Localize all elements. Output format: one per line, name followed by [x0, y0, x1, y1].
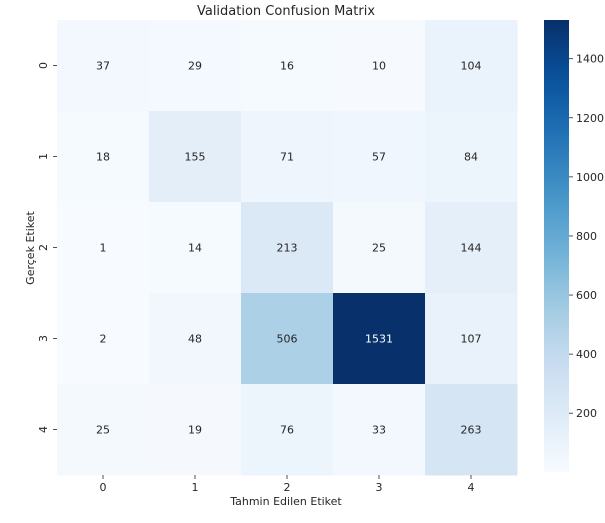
- x-axis-label: Tahmin Edilen Etiket: [229, 495, 342, 508]
- y-axis-label: Gerçek Etiket: [24, 211, 37, 285]
- x-tick-label: 1: [192, 481, 199, 494]
- heatmap-cell: [57, 384, 150, 476]
- cell-value-label: 263: [461, 424, 482, 437]
- heatmap-cell: [333, 20, 426, 112]
- cell-value-label: 107: [461, 333, 482, 346]
- heatmap-cell: [149, 202, 242, 294]
- cell-value-label: 213: [277, 242, 298, 255]
- cell-value-label: 25: [372, 242, 386, 255]
- heatmap-cell: [241, 202, 334, 294]
- cell-value-label: 33: [372, 424, 386, 437]
- x-tick-label: 0: [100, 481, 107, 494]
- cell-value-label: 16: [280, 60, 294, 73]
- heatmap-cell: [425, 202, 518, 294]
- heatmap-cell: [57, 293, 150, 385]
- heatmap-cell: [149, 20, 242, 112]
- cell-value-label: 76: [280, 424, 294, 437]
- y-tick-label: 4: [37, 426, 50, 433]
- y-tick-label: 0: [37, 62, 50, 69]
- cell-value-label: 1531: [365, 333, 393, 346]
- y-tick-label: 2: [37, 244, 50, 251]
- cell-value-label: 57: [372, 151, 386, 164]
- heatmap-cell: [241, 111, 334, 203]
- heatmap-cell: [333, 384, 426, 476]
- cell-value-label: 104: [461, 60, 482, 73]
- heatmap-cell: [425, 293, 518, 385]
- colorbar-tick-label: 1000: [576, 171, 604, 184]
- heatmap-cell: [241, 384, 334, 476]
- heatmap-cell: [57, 20, 150, 112]
- cell-value-label: 25: [96, 424, 110, 437]
- heatmap-cell: [425, 20, 518, 112]
- x-axis-ticks: 0 1 2 3 4: [100, 475, 475, 494]
- y-axis-ticks: 0 1 2 3 4: [37, 62, 57, 433]
- heatmap-cell: [333, 202, 426, 294]
- chart-title: Validation Confusion Matrix: [197, 4, 375, 19]
- heatmap-cell: [333, 293, 426, 385]
- heatmap-cell: [149, 111, 242, 203]
- heatmap-cell: [425, 384, 518, 476]
- heatmap-cell: [57, 111, 150, 203]
- cell-value-label: 10: [372, 60, 386, 73]
- cell-value-label: 48: [188, 333, 202, 346]
- colorbar-tick-label: 800: [576, 230, 597, 243]
- colorbar-gradient: [544, 20, 569, 472]
- x-tick-label: 4: [468, 481, 475, 494]
- x-tick-label: 2: [284, 481, 291, 494]
- colorbar-ticks: 200 400 600 800 1000 1200 1400: [569, 53, 604, 420]
- y-tick-label: 3: [37, 335, 50, 342]
- heatmap-cell: [333, 111, 426, 203]
- colorbar-tick-label: 200: [576, 407, 597, 420]
- cell-value-label: 1: [100, 242, 107, 255]
- cell-value-label: 144: [461, 242, 482, 255]
- heatmap-cells: 37 29 16 10 104 18 155 71 57 84 1 14 213 25 144 2 48 506 1…: [57, 20, 518, 476]
- colorbar-tick-label: 400: [576, 348, 597, 361]
- cell-value-label: 19: [188, 424, 202, 437]
- heatmap-cell: [57, 202, 150, 294]
- heatmap-cell: [149, 293, 242, 385]
- colorbar-tick-label: 1200: [576, 112, 604, 125]
- cell-value-label: 84: [464, 151, 478, 164]
- cell-value-label: 155: [185, 151, 206, 164]
- colorbar: 200 400 600 800 1000 1200 1400: [544, 20, 604, 472]
- y-tick-label: 1: [37, 153, 50, 160]
- colorbar-tick-label: 1400: [576, 53, 604, 66]
- heatmap-cell: [241, 20, 334, 112]
- colorbar-tick-label: 600: [576, 289, 597, 302]
- cell-value-label: 37: [96, 60, 110, 73]
- cell-value-label: 18: [96, 151, 110, 164]
- cell-value-label: 14: [188, 242, 202, 255]
- cell-value-label: 506: [277, 333, 298, 346]
- heatmap-cell: [241, 293, 334, 385]
- x-tick-label: 3: [376, 481, 383, 494]
- cell-value-label: 71: [280, 151, 294, 164]
- heatmap-cell: [425, 111, 518, 203]
- cell-value-label: 29: [188, 60, 202, 73]
- cell-value-label: 2: [100, 333, 107, 346]
- heatmap-cell: [149, 384, 242, 476]
